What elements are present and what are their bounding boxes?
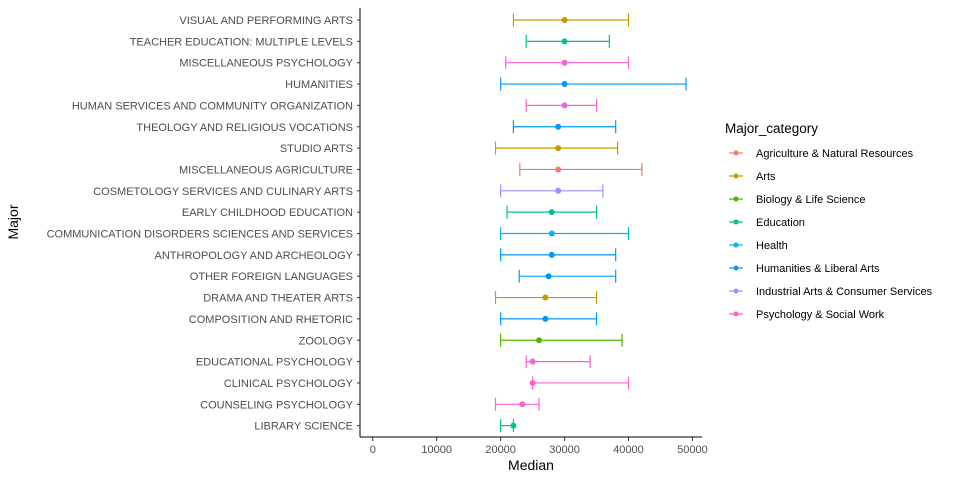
errorbar-row	[494, 291, 598, 305]
legend-entry: Humanities & Liberal Arts	[729, 263, 880, 275]
x-tick-label: 30000	[549, 444, 580, 456]
legend-key-point	[733, 173, 739, 179]
errorbar-row	[500, 333, 623, 347]
x-axis-ticks: 0 10000 20000 30000 40000 50000	[370, 437, 708, 456]
y-tick-label: ZOOLOGY	[299, 335, 354, 347]
median-point	[561, 38, 568, 45]
median-point	[535, 337, 542, 344]
median-point	[542, 294, 549, 301]
legend-key-point	[733, 311, 739, 317]
median-point	[542, 315, 549, 322]
y-tick-label: OTHER FOREIGN LANGUAGES	[190, 271, 353, 283]
legend-key-point	[733, 288, 739, 294]
y-tick-label: COUNSELING PSYCHOLOGY	[200, 399, 353, 411]
legend-label: Agriculture & Natural Resources	[756, 148, 914, 160]
legend-entry: Agriculture & Natural Resources	[729, 148, 914, 160]
y-tick-label: TEACHER EDUCATION: MULTIPLE LEVELS	[130, 36, 353, 48]
median-point	[529, 358, 536, 365]
median-point	[510, 422, 517, 429]
median-point	[555, 187, 562, 194]
errorbar-row	[518, 269, 617, 283]
errorbar-row	[512, 13, 630, 27]
y-tick-label: MISCELLANEOUS PSYCHOLOGY	[179, 58, 353, 70]
legend-entry: Health	[729, 240, 788, 252]
median-point	[561, 81, 568, 88]
x-tick-label: 0	[370, 444, 376, 456]
y-tick-label: EARLY CHILDHOOD EDUCATION	[182, 207, 353, 219]
legend-entry: Industrial Arts & Consumer Services	[729, 286, 933, 298]
x-axis-title: Median	[508, 457, 554, 473]
legend-key-point	[733, 219, 739, 225]
errorbar-row	[500, 312, 598, 326]
legend-label: Health	[756, 240, 788, 252]
errorbar-row	[494, 397, 540, 411]
median-point	[529, 379, 536, 386]
legend-key-point	[733, 150, 739, 156]
errorbar-row	[506, 205, 598, 219]
legend-key-point	[733, 196, 739, 202]
legend-key-point	[733, 242, 739, 248]
legend-title: Major_category	[725, 121, 818, 136]
median-point	[519, 401, 526, 408]
errorbar-row	[525, 34, 610, 48]
y-tick-label: COMPOSITION AND RHETORIC	[189, 314, 353, 326]
errorbar-row	[500, 227, 630, 240]
x-tick-label: 20000	[485, 444, 516, 456]
errorbar-row	[494, 141, 619, 155]
errorbar-row	[525, 98, 598, 112]
y-axis-title: Major	[5, 204, 21, 239]
legend-entry: Arts	[729, 171, 776, 183]
median-point	[548, 230, 555, 237]
legend-label: Arts	[756, 171, 776, 183]
plot-marks	[494, 13, 687, 433]
errorbar-row	[500, 248, 617, 262]
legend-entry: Biology & Life Science	[729, 194, 865, 206]
errorbar-row	[512, 120, 617, 134]
errorbar-row	[519, 162, 643, 176]
legend-key-point	[733, 265, 739, 271]
median-point	[561, 102, 568, 109]
median-point	[555, 145, 562, 152]
y-tick-label: VISUAL AND PERFORMING ARTS	[179, 15, 353, 27]
median-point	[545, 273, 552, 280]
median-point	[548, 209, 555, 216]
legend-label: Biology & Life Science	[756, 194, 865, 206]
x-tick-label: 10000	[421, 444, 452, 456]
y-axis-ticks: VISUAL AND PERFORMING ARTS TEACHER EDUCAT…	[47, 15, 360, 433]
legend-label: Psychology & Social Work	[756, 309, 885, 321]
median-point	[548, 251, 555, 258]
y-tick-label: HUMANITIES	[285, 79, 353, 91]
x-tick-label: 50000	[677, 444, 708, 456]
median-point	[555, 166, 562, 173]
y-tick-label: STUDIO ARTS	[280, 143, 353, 155]
errorbar-row	[500, 184, 604, 198]
median-point	[561, 17, 568, 23]
errorbar-row	[525, 355, 591, 369]
x-tick-label: 40000	[613, 444, 644, 456]
y-tick-label: COMMUNICATION DISORDERS SCIENCES AND SER…	[47, 229, 353, 241]
y-tick-label: ANTHROPOLOGY AND ARCHEOLOGY	[155, 250, 354, 262]
y-tick-label: CLINICAL PSYCHOLOGY	[224, 378, 354, 390]
errorbar-row	[500, 77, 687, 91]
y-tick-label: THEOLOGY AND RELIGIOUS VOCATIONS	[136, 122, 353, 134]
legend-label: Industrial Arts & Consumer Services	[756, 286, 933, 298]
errorbar-row	[500, 419, 517, 433]
y-tick-label: COSMETOLOGY SERVICES AND CULINARY ARTS	[93, 186, 353, 198]
errorbar-row	[505, 56, 630, 70]
median-point	[555, 123, 562, 130]
legend: Major_category Agriculture & Natural Res…	[725, 121, 933, 321]
y-tick-label: DRAMA AND THEATER ARTS	[203, 293, 353, 305]
y-tick-label: LIBRARY SCIENCE	[254, 421, 353, 433]
errorbar-row	[529, 376, 630, 390]
legend-label: Education	[756, 217, 805, 229]
legend-entry: Psychology & Social Work	[729, 309, 885, 321]
y-tick-label: HUMAN SERVICES AND COMMUNITY ORGANIZATIO…	[72, 100, 353, 112]
median-point	[561, 59, 568, 66]
y-tick-label: EDUCATIONAL PSYCHOLOGY	[196, 357, 354, 369]
y-tick-label: MISCELLANEOUS AGRICULTURE	[179, 164, 353, 176]
legend-label: Humanities & Liberal Arts	[756, 263, 880, 275]
legend-entry: Education	[729, 217, 805, 229]
